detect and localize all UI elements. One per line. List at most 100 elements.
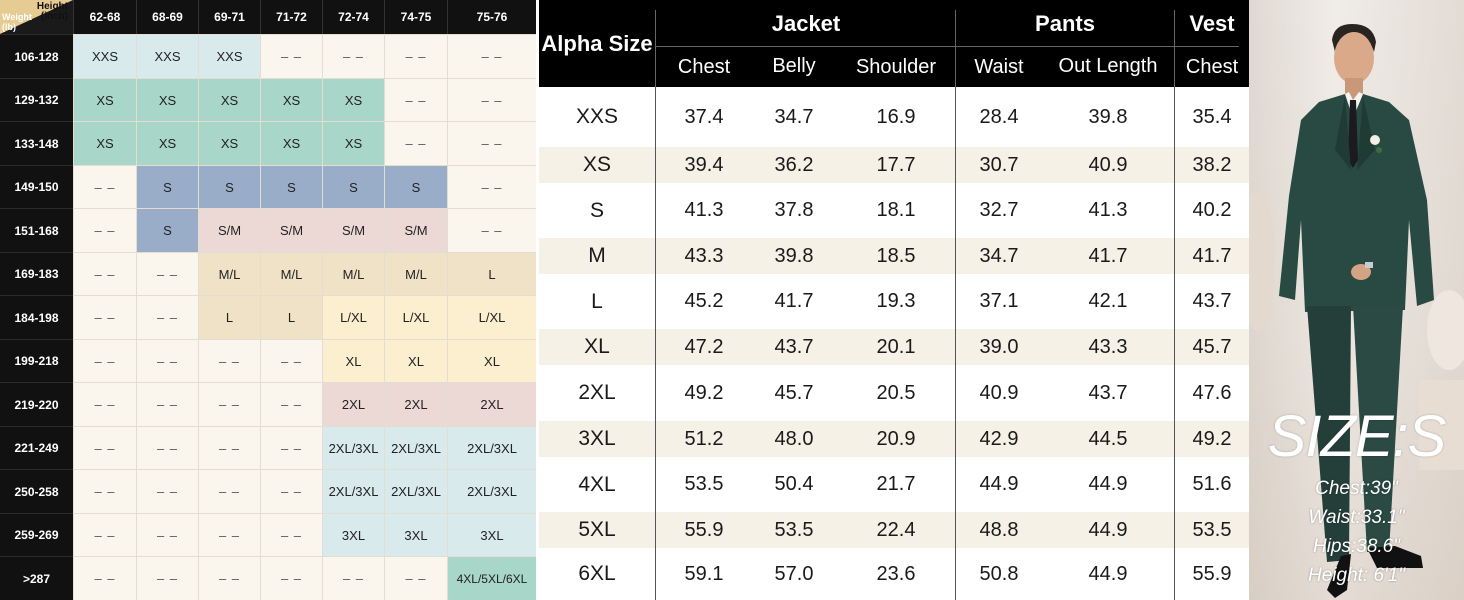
sofa-decor — [1419, 380, 1464, 470]
alpha-size-cell: 3XL — [578, 427, 616, 450]
size-cell: – – — [198, 339, 260, 382]
measurement-cell: 44.9 — [1088, 562, 1128, 585]
weight-row-header: 219-220 — [0, 382, 73, 426]
size-cell: – – — [198, 382, 260, 426]
size-cell: – – — [136, 382, 198, 426]
alpha-size-cell: XXS — [575, 105, 619, 128]
measurement-cell: 18.1 — [876, 199, 916, 221]
header-divider — [955, 10, 956, 87]
boutonniere — [1370, 135, 1380, 145]
column-divider — [655, 87, 656, 600]
size-cell: M/L — [198, 252, 260, 295]
size-cell: 3XL — [447, 513, 536, 556]
model-pants-right — [1353, 306, 1403, 552]
corner-triangle — [0, 0, 73, 34]
size-cell: 2XL/3XL — [447, 426, 536, 469]
weight-row-header: >287 — [0, 556, 73, 600]
alpha-size-cell: 2XL — [578, 381, 616, 404]
jacket-shoulder-header: Shoulder — [855, 55, 937, 78]
size-cell: 3XL — [322, 513, 384, 556]
measurement-cell: 47.6 — [1192, 381, 1232, 404]
weight-row-header: 221-249 — [0, 426, 73, 469]
measurement-cell: 51.6 — [1192, 473, 1232, 495]
size-cell: – – — [136, 339, 198, 382]
size-cell: M/L — [260, 252, 322, 295]
measurement-cell: 55.9 — [1192, 562, 1232, 585]
measurement-cell: 48.8 — [979, 518, 1019, 541]
jacket-belly-header: Belly — [772, 54, 816, 77]
measurement-cell: 39.8 — [774, 244, 814, 267]
model-shoe — [1327, 554, 1351, 598]
size-cell: L — [260, 295, 322, 339]
vest-chest-header: Chest — [1185, 55, 1239, 78]
height-column-header: 74-75 — [384, 0, 447, 34]
size-cell: – – — [73, 252, 136, 295]
table-row: S 41.3 37.8 18.1 32.7 41.3 40.2 — [539, 183, 1249, 238]
size-cell: – – — [322, 34, 384, 78]
measurement-cell: 28.4 — [979, 105, 1019, 128]
measurement-cell: 49.2 — [684, 381, 724, 404]
measurement-cell: 37.8 — [774, 199, 814, 221]
measurement-cell: 41.3 — [1088, 199, 1128, 221]
model-waist: Waist:33.1" — [1308, 507, 1405, 528]
size-cell: XS — [73, 78, 136, 121]
size-cell: XS — [198, 121, 260, 165]
size-cell: – – — [73, 165, 136, 208]
header-divider — [655, 46, 1239, 47]
size-cell: XXS — [136, 34, 198, 78]
height-column-header: 62-68 — [73, 0, 136, 34]
size-cell: – – — [136, 426, 198, 469]
boutonniere — [1376, 147, 1382, 153]
plant-decor — [1249, 190, 1275, 330]
measurement-cell: 21.7 — [876, 473, 916, 495]
jacket-group-header: Jacket — [771, 11, 841, 36]
pants-waist-header: Waist — [974, 55, 1024, 78]
model-photo: SIZE:S Chest:39" Waist:33.1" Hips:38.6" … — [1249, 0, 1464, 600]
measurement-cell: 44.5 — [1088, 427, 1128, 450]
weight-row-header: 133-148 — [0, 121, 73, 165]
measurement-cell: 45.7 — [1192, 335, 1232, 358]
size-cell: – – — [73, 426, 136, 469]
model-chest: Chest:39" — [1315, 478, 1398, 499]
size-cell: S — [136, 165, 198, 208]
size-cell: S/M — [198, 208, 260, 252]
measurement-cell: 20.9 — [876, 427, 916, 450]
size-cell: – – — [260, 556, 322, 600]
weight-axis-label: Weight (lb) — [2, 12, 32, 32]
measurement-cell: 50.8 — [979, 562, 1019, 585]
measurement-cell: 34.7 — [979, 244, 1019, 267]
height-column-header: 71-72 — [260, 0, 322, 34]
model-size-title: SIZE:S — [1267, 404, 1447, 469]
table-row: 6XL 59.1 57.0 23.6 50.8 44.9 55.9 — [539, 548, 1249, 600]
measurement-cell: 45.7 — [774, 381, 814, 404]
size-cell: – – — [73, 295, 136, 339]
size-cell: 2XL — [447, 382, 536, 426]
table-row: XS 39.4 36.2 17.7 30.7 40.9 38.2 — [539, 147, 1249, 183]
size-cell: XL — [447, 339, 536, 382]
table-row: 5XL 55.9 53.5 22.4 48.8 44.9 53.5 — [539, 512, 1249, 548]
model-figure — [1249, 24, 1464, 598]
alpha-size-cell: L — [591, 289, 603, 313]
weight-row-header: 129-132 — [0, 78, 73, 121]
measurement-cell: 57.0 — [774, 562, 814, 585]
weight-row-header: 184-198 — [0, 295, 73, 339]
size-cell: – – — [447, 121, 536, 165]
size-cell: – – — [136, 556, 198, 600]
measurement-cell: 20.1 — [876, 335, 916, 358]
size-cell: – – — [260, 382, 322, 426]
size-cell: M/L — [384, 252, 447, 295]
measurement-cell: 38.2 — [1192, 153, 1232, 176]
jacket-chest-header: Chest — [677, 55, 731, 78]
measurement-cell: 43.7 — [1088, 381, 1128, 404]
measurement-cell: 39.0 — [979, 335, 1019, 358]
size-cell: L/XL — [322, 295, 384, 339]
weight-row-header: 259-269 — [0, 513, 73, 556]
size-cell: XS — [260, 78, 322, 121]
measurement-cell: 36.2 — [774, 153, 814, 176]
measurement-cell: 41.7 — [1088, 244, 1128, 267]
size-cell: – – — [198, 469, 260, 513]
table-row: XL 47.2 43.7 20.1 39.0 43.3 45.7 — [539, 329, 1249, 365]
measurement-cell: 16.9 — [876, 105, 916, 128]
model-lapel — [1357, 96, 1375, 170]
size-cell: – – — [384, 556, 447, 600]
